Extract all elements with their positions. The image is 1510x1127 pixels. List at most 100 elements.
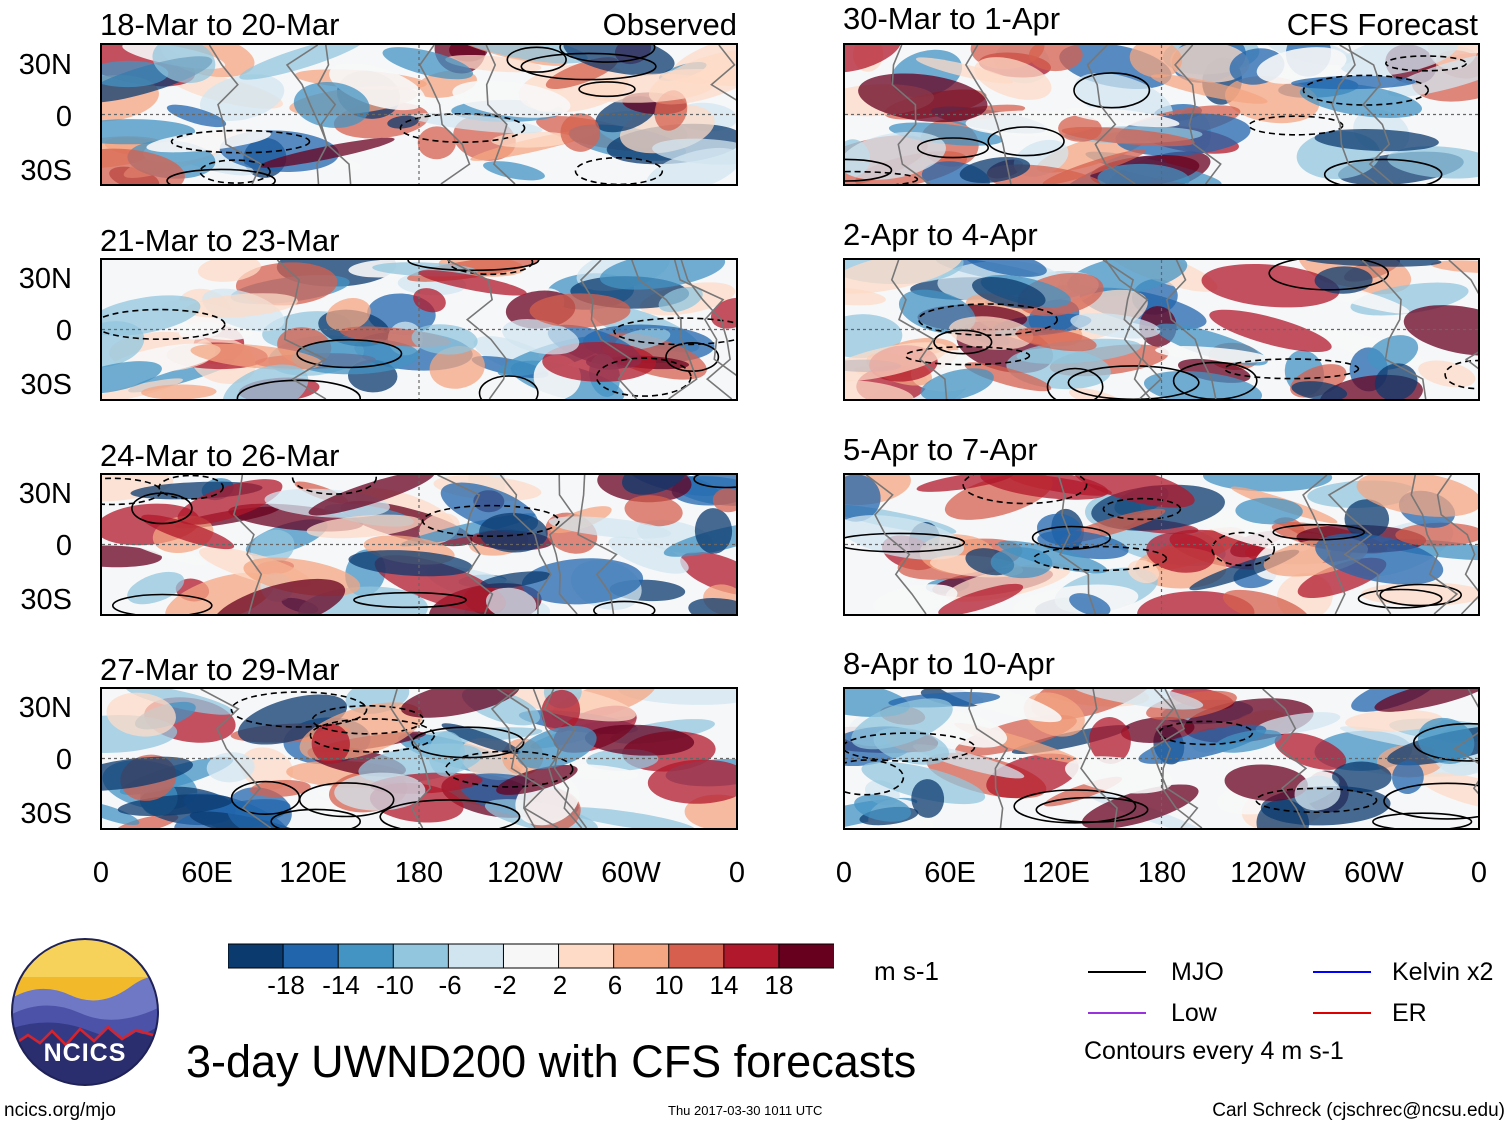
colorbar-tick: -6 [438, 970, 462, 1000]
colorbar-swatch [337, 943, 395, 969]
anomaly-blob [845, 342, 948, 382]
colorbar-tick: -14 [322, 970, 360, 1000]
coastline [577, 475, 618, 614]
mjo-contour [1035, 796, 1149, 823]
anomaly-blob [1374, 363, 1418, 399]
mjo-contour [1384, 55, 1467, 72]
mjo-contour [1302, 74, 1429, 106]
coastline [543, 689, 588, 828]
mjo-contour [693, 475, 736, 489]
lat-label-30n: 30N [18, 263, 72, 295]
legend-label-mjo: MJO [1171, 958, 1224, 986]
colorbar-swatch [502, 943, 560, 969]
lat-label-30n: 30N [18, 692, 72, 724]
colorbar-swatch [282, 943, 340, 969]
anomaly-blob [1332, 761, 1392, 793]
anomaly-blob [1299, 82, 1422, 118]
mjo-contour [1379, 583, 1463, 607]
anomaly-blob [102, 801, 140, 826]
mjo-contour [574, 157, 664, 184]
coastline [1150, 689, 1199, 828]
mjo-contour [1172, 361, 1258, 399]
map-panel [100, 473, 738, 616]
mjo-contour [1211, 531, 1276, 567]
legend-label-low: Low [1171, 999, 1217, 1027]
anomaly-blob [688, 597, 736, 614]
anomaly-blob [1314, 129, 1439, 152]
colorbar-swatch [723, 943, 780, 969]
mjo-contour [353, 591, 467, 609]
coastline [276, 260, 328, 399]
anomaly-blob [599, 260, 726, 290]
mjo-contour [520, 52, 657, 81]
coastline [1153, 689, 1203, 828]
timestamp: Thu 2017-03-30 1011 UTC [668, 1103, 823, 1118]
anomaly-blob [387, 115, 419, 129]
credit: Carl Schreck (cjschrec@ncsu.edu) [1212, 1100, 1505, 1121]
anomaly-blob [680, 551, 736, 596]
anomaly-blob [334, 772, 426, 811]
mjo-contour [166, 168, 276, 184]
mjo-contour [236, 379, 361, 399]
map-panel [843, 43, 1480, 186]
anomaly-blob [483, 161, 545, 181]
lon-label: 120W [487, 857, 563, 889]
anomaly-blob [529, 293, 631, 328]
mjo-contour [1323, 158, 1443, 184]
anomaly-blob [618, 689, 736, 705]
coastline [317, 45, 352, 184]
mjo-contour [444, 750, 574, 788]
anomaly-blob [542, 341, 656, 382]
anomaly-blob [1064, 756, 1174, 794]
map-panel [100, 43, 738, 186]
colorbar [228, 943, 834, 969]
mjo-contour [379, 799, 521, 828]
anomaly-blob [1155, 346, 1270, 363]
anomaly-blob [452, 80, 571, 118]
mjo-contour [1013, 789, 1137, 824]
anomaly-blob [1089, 717, 1131, 764]
colorbar-tick: 6 [607, 970, 623, 1000]
anomaly-blob [413, 288, 446, 313]
colorbar-tick: 14 [709, 970, 739, 1000]
anomaly-blob [1387, 51, 1478, 97]
anomaly-blob [1345, 709, 1443, 732]
ncics-logo: NCICS [10, 937, 160, 1087]
site-link[interactable]: ncics.org/mjo [4, 1100, 116, 1121]
mjo-contour [296, 338, 403, 369]
colorbar-swatch [447, 943, 505, 969]
mjo-contour [962, 475, 1088, 505]
lat-label-30s: 30S [20, 155, 72, 187]
anomaly-blob [102, 361, 162, 394]
mjo-contour [1223, 358, 1360, 380]
mjo-contour [845, 759, 905, 796]
anomaly-blob [938, 583, 1024, 614]
anomaly-blob [858, 73, 988, 123]
mjo-contour [593, 600, 656, 614]
anomaly-blob [845, 380, 914, 399]
anomaly-blob [329, 63, 426, 111]
coastline [485, 45, 516, 184]
anomaly-blob [1374, 689, 1478, 712]
lat-label-30n: 30N [18, 478, 72, 510]
anomaly-blob [1301, 260, 1442, 267]
anomaly-blob [932, 689, 1062, 723]
map-panel [843, 687, 1480, 830]
coastline [1262, 689, 1308, 828]
anomaly-blob [1201, 263, 1340, 308]
map-panel [100, 258, 738, 401]
anomaly-blob [845, 475, 881, 522]
anomaly-blob [1150, 74, 1268, 104]
mjo-contour [1357, 588, 1443, 609]
panel-title-7: 5-Apr to 7-Apr [843, 432, 1038, 467]
anomaly-blob [102, 148, 185, 184]
coastline [1410, 475, 1459, 614]
anomaly-blob [911, 779, 945, 818]
anomaly-blob [418, 270, 527, 296]
mjo-contour [1046, 367, 1104, 399]
anomaly-blob [1097, 163, 1190, 184]
anomaly-blob [1072, 475, 1195, 508]
anomaly-blob [125, 689, 234, 715]
lat-label-30s: 30S [20, 584, 72, 616]
colorbar-swatch [228, 943, 285, 969]
